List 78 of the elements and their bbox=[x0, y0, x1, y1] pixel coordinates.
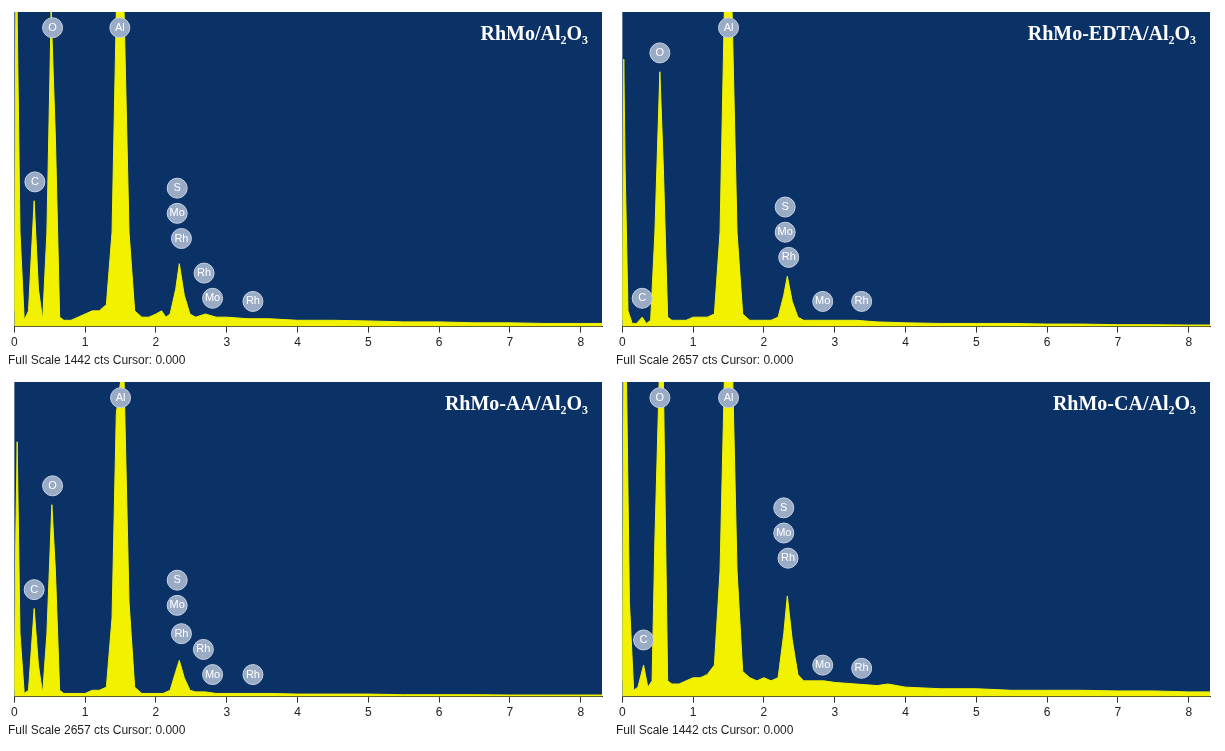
annotation: Mo bbox=[169, 598, 185, 611]
annotation: Al bbox=[723, 390, 734, 403]
text: RhMo/Al₂O₃ bbox=[476, 20, 592, 47]
annotation: Al bbox=[115, 390, 126, 403]
x-tick-label: 5 bbox=[365, 705, 373, 720]
annotation: Rh bbox=[854, 661, 869, 674]
x-tick-label: 1 bbox=[689, 335, 697, 350]
x-tick-label: 3 bbox=[831, 705, 839, 720]
x-tick-label: 5 bbox=[973, 335, 981, 350]
text: Full Scale 2657 cts Cursor: 0.000 bbox=[8, 723, 187, 737]
annotation: Mo bbox=[776, 526, 792, 539]
annotation: Mo bbox=[815, 294, 831, 307]
x-tick-label: 1 bbox=[81, 335, 89, 350]
annotation: Rh bbox=[174, 626, 189, 639]
x-tick-label: 6 bbox=[435, 335, 443, 350]
x-tick-label: 1 bbox=[689, 705, 697, 720]
annotation: Mo bbox=[169, 206, 185, 219]
text: Full Scale 1442 cts Cursor: 0.000 bbox=[8, 353, 187, 367]
x-tick-label: 0 bbox=[10, 335, 18, 350]
annotation: Rh bbox=[196, 642, 211, 655]
x-tick-label: 2 bbox=[152, 335, 160, 350]
x-tick-label: 0 bbox=[618, 335, 626, 350]
annotation: Rh bbox=[245, 294, 260, 307]
x-tick-label: 7 bbox=[506, 335, 514, 350]
annotation: Al bbox=[723, 20, 734, 33]
x-tick-label: 8 bbox=[577, 705, 585, 720]
annotation: Rh bbox=[780, 551, 796, 564]
x-tick-label: 3 bbox=[223, 335, 231, 350]
annotation: Mo bbox=[815, 658, 831, 671]
x-tick-label: 2 bbox=[760, 335, 768, 350]
annotation: C bbox=[30, 582, 39, 595]
annotation: S bbox=[173, 181, 181, 194]
annotation: O bbox=[655, 390, 665, 403]
x-tick-label: 6 bbox=[1043, 705, 1051, 720]
annotation: S bbox=[780, 500, 788, 513]
text: RhMo-AA/Al₂O₃ bbox=[440, 390, 592, 417]
x-tick-label: 0 bbox=[618, 705, 626, 720]
annotation: Rh bbox=[197, 266, 212, 279]
text: Full Scale 2657 cts Cursor: 0.000 bbox=[616, 353, 795, 367]
annotation: C bbox=[30, 174, 39, 187]
text: RhMo-EDTA/Al₂O₃ bbox=[1023, 20, 1200, 47]
x-tick-label: 2 bbox=[760, 705, 768, 720]
x-tick-label: 4 bbox=[902, 335, 910, 350]
x-tick-label: 5 bbox=[365, 335, 373, 350]
annotation: O bbox=[48, 20, 58, 33]
x-tick-label: 3 bbox=[831, 335, 839, 350]
x-tick-label: 8 bbox=[577, 335, 585, 350]
annotation: Rh bbox=[245, 667, 260, 680]
x-tick-label: 4 bbox=[902, 705, 910, 720]
x-tick-label: 0 bbox=[10, 705, 18, 720]
x-tick-label: 8 bbox=[1185, 705, 1193, 720]
x-tick-label: 6 bbox=[435, 705, 443, 720]
annotation: Mo bbox=[777, 225, 793, 238]
x-tick-label: 7 bbox=[506, 705, 514, 720]
x-tick-label: 5 bbox=[973, 705, 981, 720]
annotation: O bbox=[655, 45, 665, 58]
x-tick-label: 8 bbox=[1185, 335, 1193, 350]
annotation: Rh bbox=[854, 294, 869, 307]
x-tick-label: 2 bbox=[152, 705, 160, 720]
annotation: S bbox=[173, 573, 181, 586]
x-tick-label: 3 bbox=[223, 705, 231, 720]
x-tick-label: 1 bbox=[81, 705, 89, 720]
text: RhMo-CA/Al₂O₃ bbox=[1048, 390, 1200, 417]
annotation: Mo bbox=[204, 667, 221, 680]
annotation: C bbox=[638, 291, 647, 304]
annotation: Rh bbox=[781, 250, 796, 263]
annotation: S bbox=[781, 200, 789, 213]
x-tick-label: 4 bbox=[294, 705, 302, 720]
x-tick-label: 7 bbox=[1114, 705, 1122, 720]
text: Full Scale 1442 cts Cursor: 0.000 bbox=[616, 723, 795, 737]
annotation: Rh bbox=[174, 231, 189, 244]
annotation: Al bbox=[114, 20, 125, 33]
annotation: Mo bbox=[204, 291, 221, 304]
annotation: C bbox=[639, 633, 648, 645]
x-tick-label: 4 bbox=[294, 335, 302, 350]
annotation: O bbox=[48, 478, 58, 491]
x-tick-label: 6 bbox=[1043, 335, 1051, 350]
x-tick-label: 7 bbox=[1114, 335, 1122, 350]
